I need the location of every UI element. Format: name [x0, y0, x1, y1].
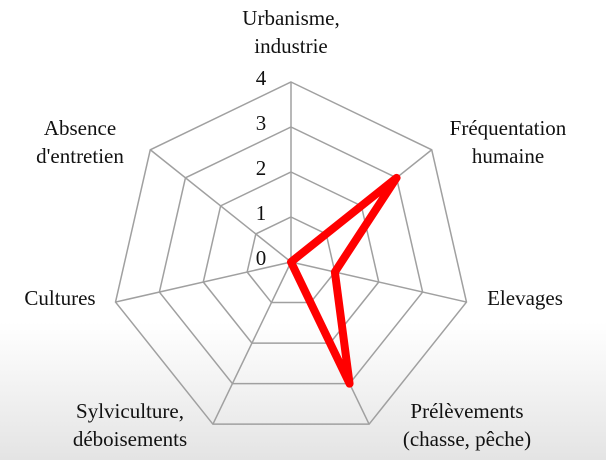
category-label-line: industrie — [254, 34, 328, 58]
category-label: Urbanisme, industrie — [242, 6, 339, 58]
category-label-line: Cultures — [24, 286, 95, 310]
series-line — [287, 173, 401, 388]
spoke — [290, 261, 467, 303]
category-label-line: Fréquentation — [450, 116, 567, 140]
spoke — [212, 261, 292, 425]
grid-line — [114, 81, 468, 425]
category-label-line: (chasse, pêche) — [403, 427, 531, 451]
category-label-line: Elevages — [487, 286, 563, 310]
grid-line — [158, 126, 424, 385]
category-label: Prélèvements (chasse, pêche) — [403, 399, 531, 451]
y-tick-label: 1 — [256, 201, 267, 225]
category-label-line: Sylviculture, — [76, 399, 184, 423]
category-label-line: déboisements — [73, 427, 187, 451]
category-label-line: d'entretien — [36, 144, 124, 168]
category-label-line: Absence — [44, 116, 116, 140]
category-label: Elevages — [487, 286, 563, 310]
y-tick-label: 3 — [256, 111, 267, 135]
category-label: Absence d'entretien — [36, 116, 124, 168]
y-tick-label: 2 — [256, 156, 267, 180]
y-tick-label: 0 — [256, 246, 267, 270]
category-label: Fréquentation humaine — [450, 116, 567, 168]
spoke — [149, 149, 292, 263]
category-label-line: humaine — [472, 144, 544, 168]
y-tick-label: 4 — [256, 66, 267, 90]
grid-line — [246, 216, 336, 304]
category-label-line: Prélèvements — [410, 399, 523, 423]
category-label: Sylviculture, déboisements — [73, 399, 187, 451]
category-label-line: Urbanisme, — [242, 6, 339, 30]
category-label: Cultures — [24, 286, 95, 310]
spoke — [115, 261, 292, 303]
grid-line — [202, 171, 380, 344]
